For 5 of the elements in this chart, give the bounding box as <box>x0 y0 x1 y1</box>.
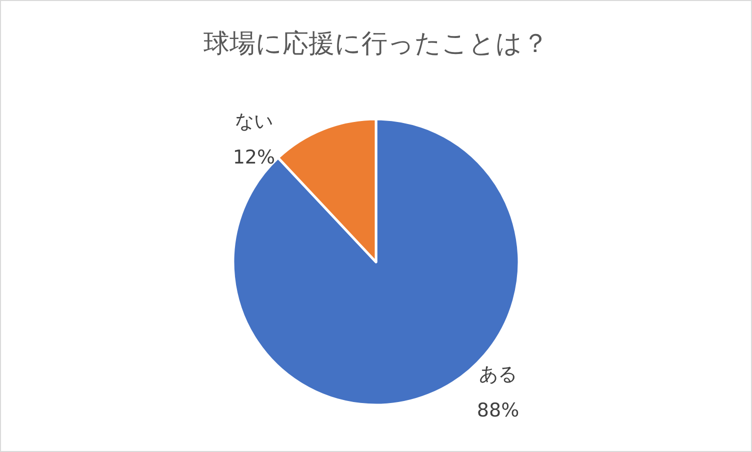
data-label: 88% <box>476 399 520 422</box>
data-label: 12% <box>232 146 276 169</box>
chart-title: 球場に応援に行ったことは？ <box>204 29 548 59</box>
slice-label: ある <box>479 363 518 386</box>
slice-label: ない <box>234 110 273 133</box>
